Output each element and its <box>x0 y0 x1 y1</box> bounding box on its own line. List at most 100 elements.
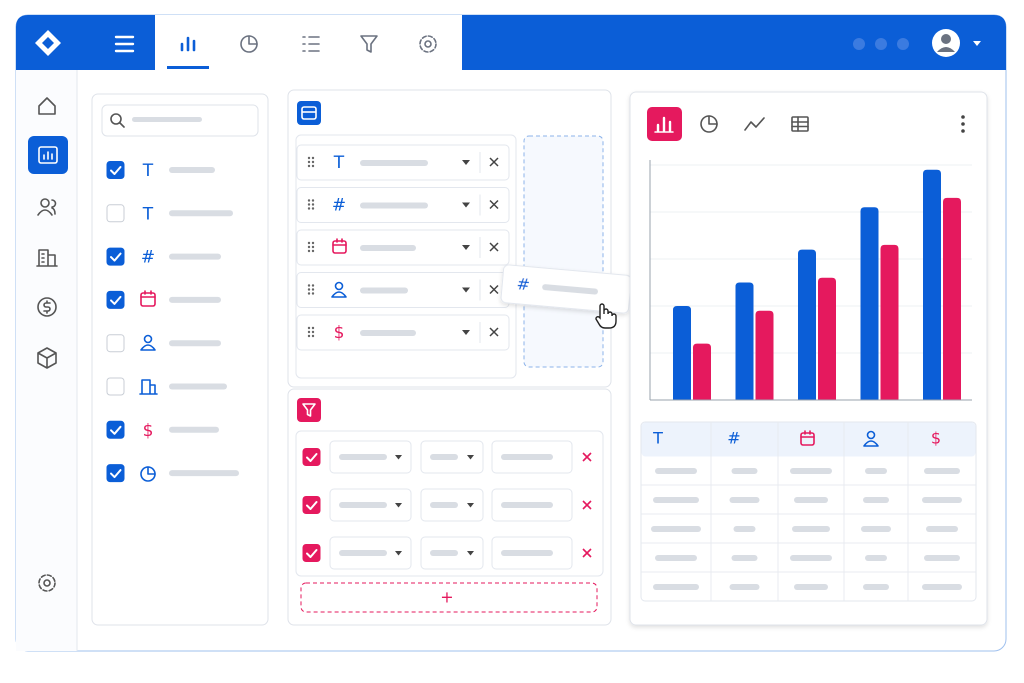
placeholder <box>863 497 889 503</box>
tab-settings[interactable] <box>419 35 437 53</box>
nav-home[interactable] <box>38 97 56 115</box>
menu-button[interactable] <box>114 35 135 53</box>
drag-chip[interactable]: # <box>500 264 632 314</box>
drag-handle-dot <box>307 199 311 202</box>
fields-panel <box>91 93 269 626</box>
drag-handle-dot <box>307 330 311 334</box>
drag-handle-dot <box>307 203 311 206</box>
checkbox[interactable] <box>106 377 125 396</box>
bar <box>693 343 711 400</box>
checkbox[interactable] <box>302 448 321 466</box>
date-icon <box>800 430 815 446</box>
placeholder <box>731 468 758 474</box>
placeholder <box>922 584 962 590</box>
checkbox[interactable] <box>106 420 125 439</box>
dropdown-caret[interactable] <box>462 330 470 335</box>
placeholder <box>655 555 697 561</box>
placeholder <box>861 526 891 532</box>
drag-handle-dot <box>307 284 311 287</box>
toolbar-tabs <box>155 15 462 70</box>
checkbox[interactable] <box>106 161 125 179</box>
placeholder <box>360 160 428 166</box>
drag-handle-dot <box>307 156 311 160</box>
status-dots <box>853 38 909 50</box>
tab-filter[interactable] <box>360 35 378 53</box>
remove-button[interactable] <box>489 284 499 295</box>
dropdown-caret[interactable] <box>462 245 470 250</box>
field-glyph: $ <box>143 421 154 441</box>
nav-users[interactable] <box>37 198 57 216</box>
checkbox[interactable] <box>302 544 321 562</box>
add-filter-button[interactable] <box>300 582 598 613</box>
drag-handle-dot <box>311 245 315 249</box>
tab-list[interactable] <box>302 36 320 52</box>
bar <box>673 306 691 400</box>
dropdown-caret <box>395 455 402 460</box>
remove-button[interactable] <box>489 157 499 167</box>
remove-filter[interactable] <box>582 500 592 510</box>
field-glyph: # <box>141 248 155 268</box>
dropdown-caret <box>467 503 474 508</box>
remove-button[interactable] <box>489 199 499 210</box>
nav-products[interactable] <box>37 347 57 369</box>
remove-button[interactable] <box>489 242 499 252</box>
placeholder <box>922 497 962 503</box>
date-icon <box>140 290 156 307</box>
dimension-glyph: $ <box>334 323 345 343</box>
checkbox[interactable] <box>106 334 125 353</box>
placeholder <box>501 454 553 460</box>
placeholder <box>863 584 889 590</box>
drop-zone[interactable] <box>523 135 604 368</box>
user-avatar[interactable] <box>932 29 981 57</box>
checkbox[interactable] <box>106 290 125 309</box>
view-line[interactable] <box>744 117 765 131</box>
remove-filter[interactable] <box>582 452 592 462</box>
dropdown-caret <box>395 551 402 556</box>
remove-filter[interactable] <box>582 548 592 558</box>
bar <box>755 310 774 400</box>
dropdown-caret[interactable] <box>462 160 470 165</box>
checkbox[interactable] <box>106 247 125 266</box>
placeholder <box>339 502 387 508</box>
drag-handle-dot <box>307 164 311 168</box>
view-table[interactable] <box>791 116 809 132</box>
dimension-glyph: T <box>333 153 345 173</box>
check-mark <box>110 252 122 262</box>
more-menu[interactable] <box>961 115 965 133</box>
check-mark <box>110 469 122 479</box>
placeholder <box>430 550 458 556</box>
nav-billing[interactable] <box>37 297 57 317</box>
drag-handle-dot <box>311 288 315 291</box>
tab-bar-chart[interactable] <box>167 36 209 69</box>
chip-glyph: # <box>516 274 531 294</box>
bar <box>798 249 816 400</box>
placeholder <box>865 468 887 474</box>
placeholder <box>360 287 408 294</box>
placeholder <box>655 468 697 474</box>
dropdown-caret[interactable] <box>462 202 470 208</box>
checkbox[interactable] <box>106 464 125 483</box>
checkbox[interactable] <box>302 496 321 514</box>
placeholder <box>792 526 830 532</box>
placeholder <box>169 470 239 477</box>
drag-handle-dot <box>311 199 315 202</box>
view-pie[interactable] <box>700 115 718 133</box>
nav-buildings[interactable] <box>36 249 58 267</box>
drag-handle-dot <box>311 249 315 253</box>
placeholder <box>169 296 221 303</box>
placeholder <box>794 584 828 590</box>
placeholder <box>731 555 758 561</box>
bar <box>735 282 754 400</box>
bar <box>880 244 899 400</box>
person-icon <box>863 430 879 447</box>
dropdown-caret <box>467 455 474 460</box>
check-mark <box>306 453 318 462</box>
nav-settings[interactable] <box>38 574 56 592</box>
person-icon <box>140 334 156 351</box>
checkbox[interactable] <box>106 204 125 223</box>
placeholder <box>729 497 760 503</box>
remove-button[interactable] <box>489 327 499 337</box>
dropdown-caret[interactable] <box>462 287 470 293</box>
tab-pie[interactable] <box>240 35 258 53</box>
placeholder <box>653 497 699 503</box>
